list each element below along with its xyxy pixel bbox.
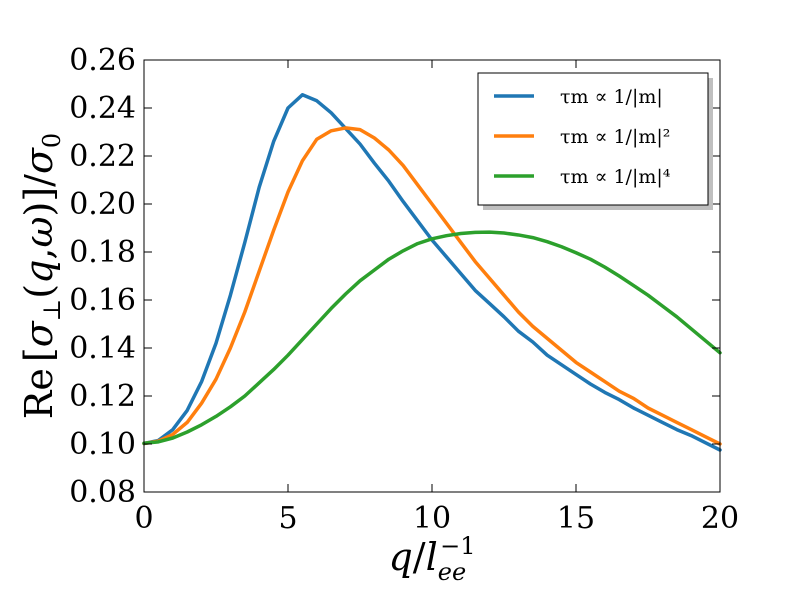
series-line-3 [142,230,722,446]
y-tick-label: 0.18 [69,235,136,270]
x-axis-label: q/lee−1 [388,532,475,586]
y-tick-label: 0.08 [69,475,136,510]
y-tick-label: 0.24 [69,91,136,126]
y-tick-label: 0.10 [69,427,136,462]
y-axis-label: Re[σ⊥(q,ω)]/σ0 [17,133,66,419]
x-tick-label: 0 [134,501,153,536]
x-tick-label: 20 [701,501,739,536]
y-tick-label: 0.22 [69,139,136,174]
x-tick-label: 5 [278,501,297,536]
y-tick-label: 0.20 [69,187,136,222]
legend-label-1: τm ∝ 1/|m| [560,86,663,108]
x-tick-label: 15 [557,501,595,536]
y-tick-label: 0.16 [69,283,136,318]
legend-label-3: τm ∝ 1/|m|⁴ [560,166,671,188]
legend-items: τm ∝ 1/|m| τm ∝ 1/|m|² τm ∝ 1/|m|⁴ [494,86,671,188]
series-layer [142,93,722,452]
ticks-layer: 0 5 10 15 20 0.08 0.10 0.12 0.14 0.16 0.18 0.20 0.22… [69,43,739,536]
legend: τm ∝ 1/|m| τm ∝ 1/|m|² τm ∝ 1/|m|⁴ [477,72,713,210]
y-tick-label: 0.26 [69,43,136,78]
legend-label-2: τm ∝ 1/|m|² [560,126,670,148]
y-tick-label: 0.12 [69,379,136,414]
x-tick-label: 10 [413,501,451,536]
series-line-2 [142,126,722,446]
y-tick-label: 0.14 [69,331,136,366]
